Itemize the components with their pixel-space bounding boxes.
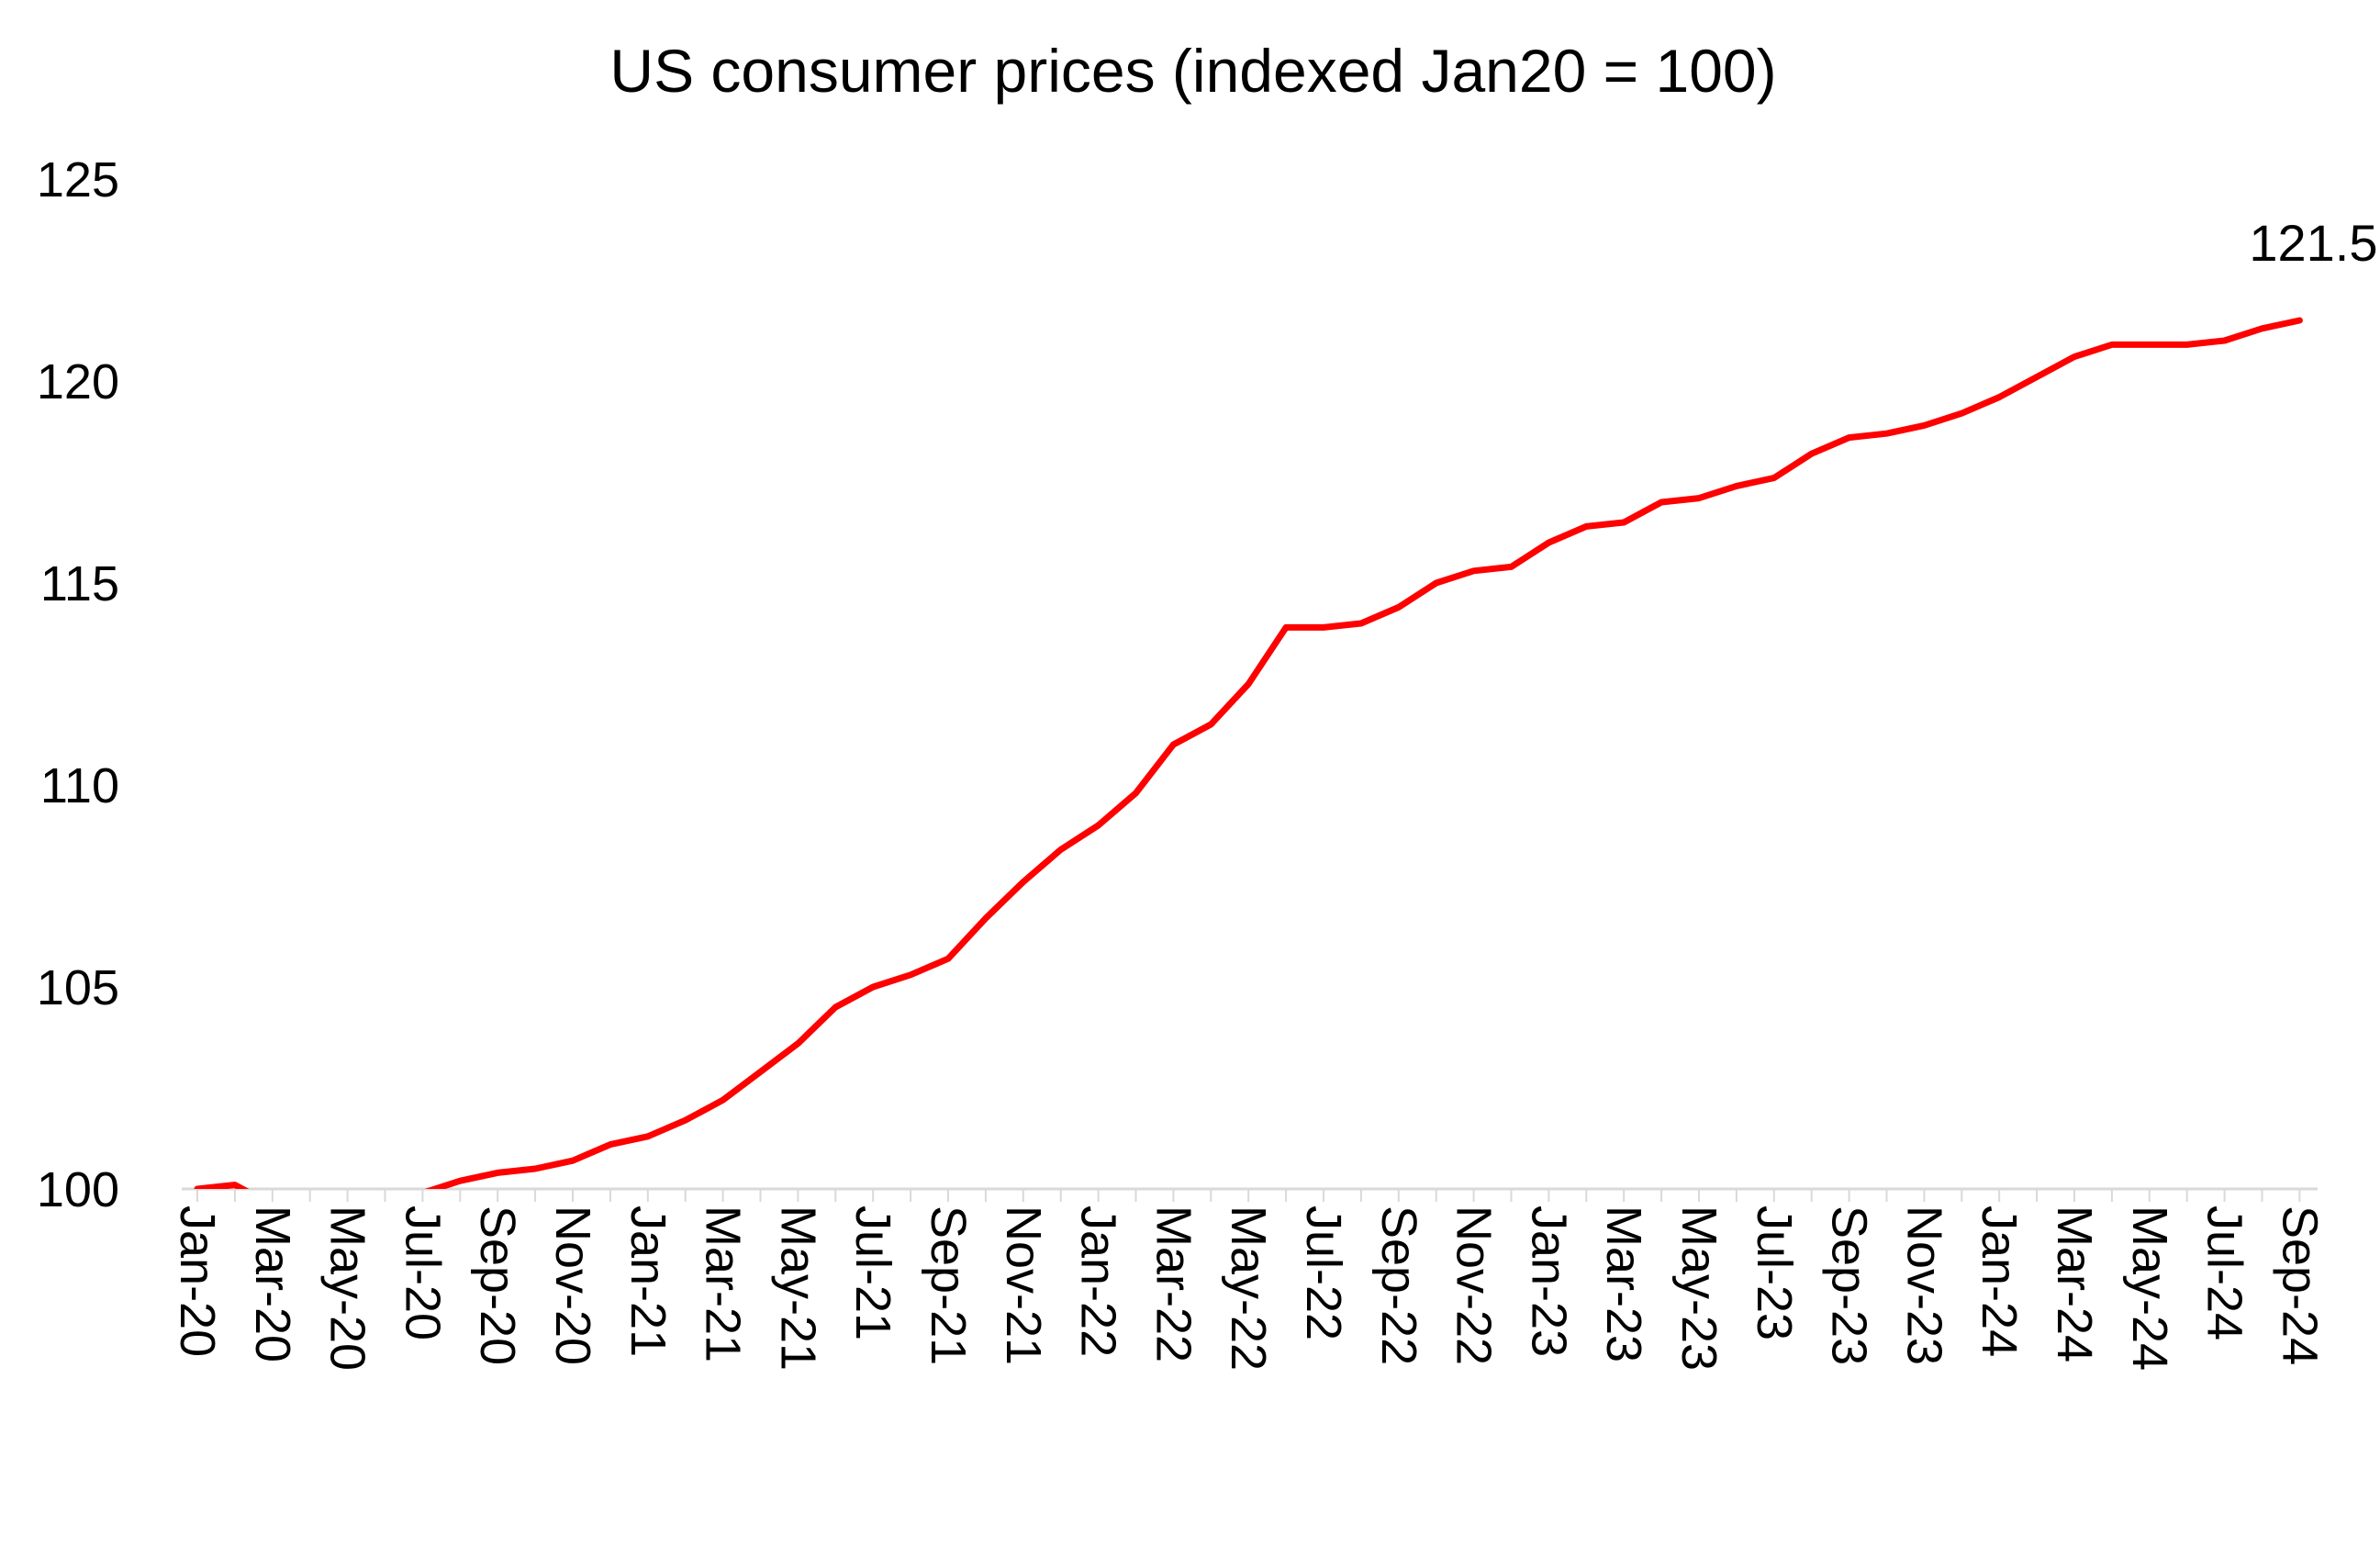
data-label: 121.5	[2249, 214, 2377, 272]
x-tick-label: Sep-21	[921, 1205, 976, 1365]
x-tick-label: Jul-20	[395, 1205, 450, 1340]
x-tick-label: Sep-22	[1371, 1205, 1426, 1365]
x-tick-label: Jul-24	[2197, 1205, 2252, 1340]
y-tick-label: 115	[40, 556, 119, 611]
series-line	[194, 317, 2303, 1189]
x-tick-label: Jan-20	[170, 1205, 225, 1357]
x-tick-label: Nov-22	[1447, 1205, 1502, 1365]
x-tick-label: Jan-22	[1071, 1205, 1126, 1357]
annotations: 121.5	[2249, 214, 2377, 272]
x-tick-label: May-23	[1671, 1205, 1726, 1371]
x-tick-label: May-20	[320, 1205, 375, 1371]
x-tick-label: Jan-23	[1521, 1205, 1576, 1357]
x-tick-label: Mar-24	[2047, 1205, 2102, 1362]
x-tick-label: Jan-24	[1972, 1205, 2027, 1357]
x-tick-label: May-21	[770, 1205, 825, 1371]
x-tick-label: Nov-20	[545, 1205, 600, 1365]
x-tick-label: May-22	[1221, 1205, 1276, 1371]
y-tick-label: 100	[37, 1162, 119, 1217]
x-tick-label: Sep-23	[1822, 1205, 1877, 1365]
x-tick-label: Mar-20	[245, 1205, 300, 1362]
y-tick-label: 110	[40, 758, 119, 813]
x-tick-label: May-24	[2122, 1205, 2177, 1371]
x-tick-label: Mar-23	[1596, 1205, 1651, 1362]
x-tick-label: Jul-22	[1296, 1205, 1351, 1340]
plot-series	[194, 317, 2303, 1189]
x-tick-label: Jul-21	[845, 1205, 900, 1340]
y-axis: 100 105 110 115 120 125	[37, 152, 119, 1217]
chart-title: US consumer prices (indexed Jan20 = 100)	[609, 37, 1776, 105]
x-tick-label: Mar-22	[1145, 1205, 1201, 1362]
x-tick-label: Sep-24	[2272, 1205, 2327, 1365]
x-tick-label: Jan-21	[620, 1205, 676, 1357]
y-tick-label: 120	[37, 354, 119, 409]
y-tick-label: 125	[37, 152, 119, 207]
x-axis: Jan-20 Mar-20 May-20 Jul-20 Sep-20 Nov-20 Jan-…	[170, 1187, 2327, 1371]
x-tick-label: Sep-20	[470, 1205, 525, 1365]
y-tick-label: 105	[37, 960, 119, 1015]
x-tick-label: Mar-21	[696, 1205, 751, 1362]
x-tick-label: Nov-21	[996, 1205, 1051, 1365]
x-tick-label: Nov-23	[1896, 1205, 1951, 1365]
x-tick-label: Jul-23	[1747, 1205, 1802, 1340]
